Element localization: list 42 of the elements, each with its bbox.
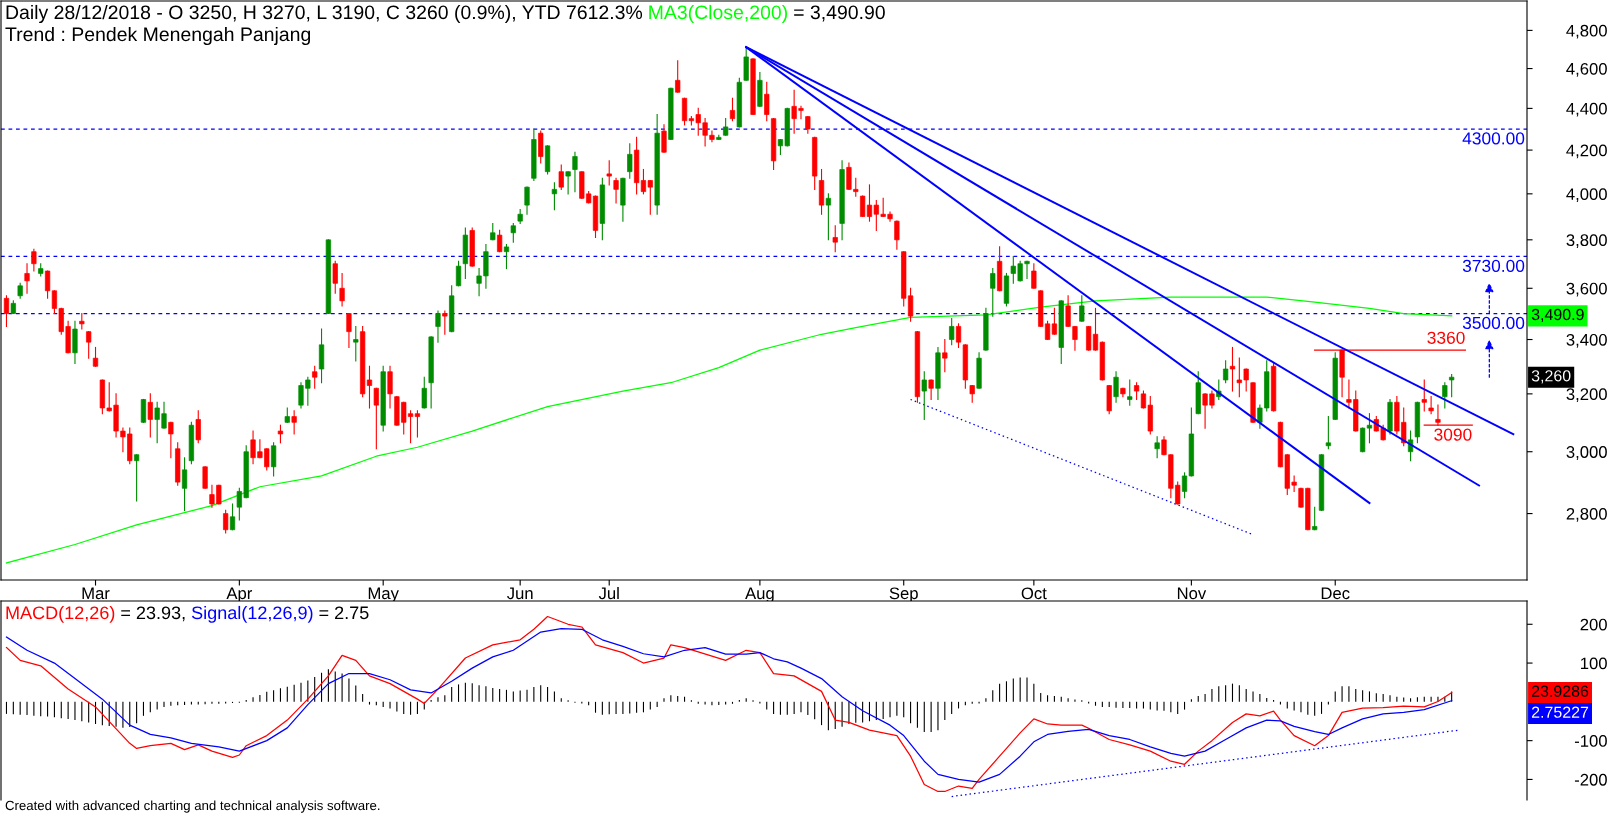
- x-tick-label: Sep: [889, 587, 918, 603]
- series-label: MACD(12,26): [6, 605, 115, 623]
- y-tick-label: 4,400: [1566, 102, 1607, 117]
- text: Created with advanced charting and technical analysis software.: [5, 800, 380, 813]
- y-tick-label: -100: [1574, 735, 1607, 747]
- x-tick-label: Nov: [1177, 587, 1207, 600]
- text: MA3(Close,200): [649, 4, 787, 24]
- x-tick-label: Oct: [1021, 587, 1047, 600]
- y-tick-label: 4,200: [1566, 144, 1607, 159]
- x-tick-label: Apr: [226, 587, 253, 603]
- ref-line-label: 3730.00: [1462, 259, 1525, 273]
- y-tick-label: 3,400: [1566, 333, 1607, 348]
- y-tick-label: 100: [1581, 657, 1607, 670]
- text: 3,490.9: [1531, 308, 1584, 323]
- annotation: = 23.93,: [121, 606, 185, 622]
- x-tick-label: Jul: [598, 586, 619, 600]
- y-tick-label: 4,800: [1566, 24, 1607, 39]
- annotation: 3090: [1434, 428, 1472, 441]
- text: Signal(12,26,9): [191, 605, 313, 623]
- y-tick-label: 4,600: [1566, 62, 1607, 77]
- text: 3,260: [1531, 370, 1571, 384]
- x-tick-label: May: [368, 587, 399, 603]
- y-tick-label: 3,000: [1566, 446, 1607, 460]
- x-tick-label: Dec: [1321, 587, 1350, 600]
- y-tick-label: 3,600: [1566, 282, 1607, 297]
- annotation: 3360: [1427, 331, 1465, 344]
- y-tick-label: 3,200: [1566, 388, 1607, 403]
- y-tick-label: -200: [1574, 773, 1607, 786]
- text: 2.75227: [1531, 706, 1589, 718]
- x-tick-label: Jun: [506, 587, 533, 600]
- text: 23.9286: [1531, 685, 1589, 697]
- chart-title: Daily 28/12/2018 - O 3250, H 3270, L 3190, C 3260 (0.9%), YTD 7612.3%: [6, 4, 643, 24]
- ref-line-label: 3500.00: [1462, 316, 1525, 330]
- annotation: = 2.75: [319, 606, 369, 620]
- y-tick-label: 200: [1580, 618, 1607, 631]
- y-tick-label: 3,800: [1566, 234, 1607, 248]
- y-tick-label: 2,800: [1566, 507, 1607, 522]
- annotation: = 3,490.90: [794, 5, 885, 22]
- text: Trend : Pendek Menengah Panjang: [5, 26, 311, 46]
- x-tick-label: Mar: [82, 587, 110, 600]
- y-tick-label: 4,000: [1566, 188, 1607, 202]
- ref-line-label: 4300.00: [1462, 132, 1525, 145]
